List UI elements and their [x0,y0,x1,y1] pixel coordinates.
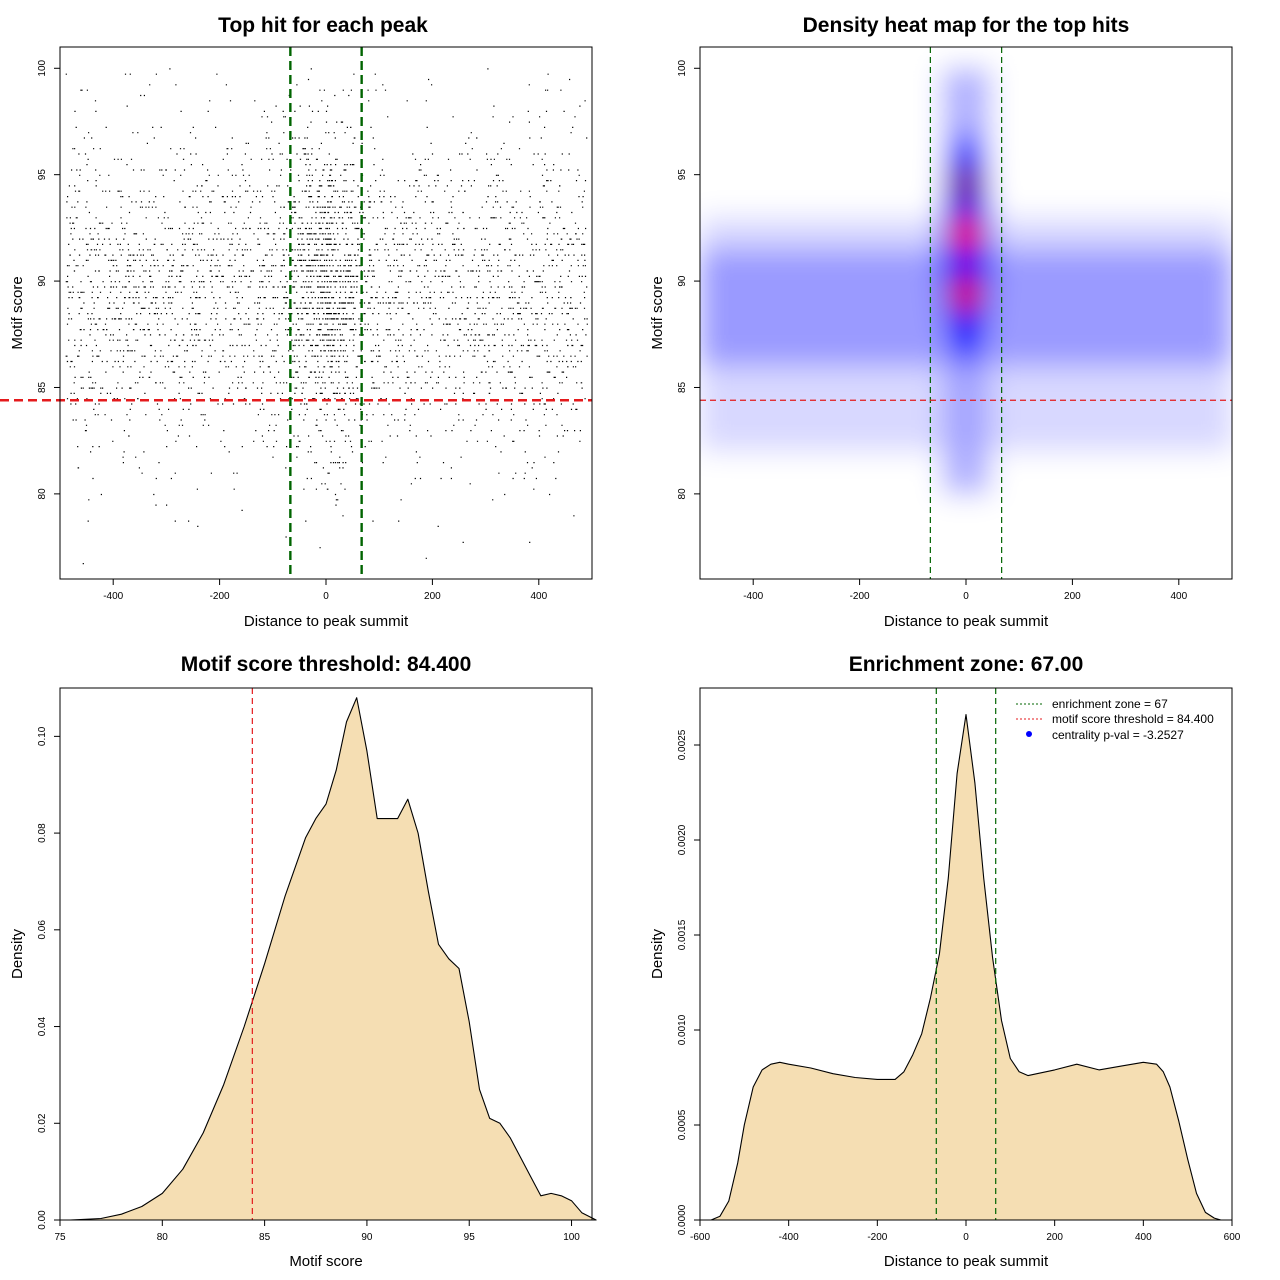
x-tick-label: 200 [424,591,441,602]
panel-score-density: Motif score threshold: 84.400 75 80 85 90 95… [9,653,597,1270]
x-tick-label: -200 [867,1232,887,1243]
x-tick-label: 80 [157,1232,169,1243]
heatmap-hotspot [950,275,982,313]
y-axis: 0.00 0.02 0.04 0.06 0.08 0.10 [37,726,61,1230]
chart-title: Top hit for each peak [218,14,428,37]
x-axis: -600 -400 -200 0 200 400 600 [690,1219,1241,1243]
panel-scatter: Top hit for each peak -400 -200 0 200 400 80… [0,14,593,630]
heatmap-density [700,47,1232,579]
x-tick-label: -400 [779,1232,799,1243]
y-tick-label: 90 [677,275,688,287]
y-tick-label: 85 [37,381,48,393]
x-tick-label: -400 [743,591,763,602]
panel-distance-density: Enrichment zone: 67.00 -600 -400 -200 0 200 4… [649,653,1241,1270]
x-axis-label: Distance to peak summit [244,613,409,630]
legend-label: enrichment zone = 67 [1052,697,1168,711]
y-axis: 80 85 90 95 100 [677,60,701,500]
x-tick-label: 75 [54,1232,66,1243]
y-tick-label: 90 [37,275,48,287]
x-tick-label: -200 [850,591,870,602]
x-axis: -400 -200 0 200 400 [743,578,1188,602]
y-tick-label: 85 [677,381,688,393]
y-tick-label: 0.0025 [677,729,688,760]
y-axis-label: Density [649,928,666,979]
y-axis: 0.0000 0.0005 0.0010 0.0015 0.0020 0.0025 [677,729,701,1235]
reference-lines [0,47,592,579]
y-tick-label: 0.08 [37,823,48,843]
x-axis-label: Distance to peak summit [884,1253,1049,1270]
y-tick-label: 0.0020 [677,824,688,855]
x-tick-label: 90 [361,1232,373,1243]
y-tick-label: 100 [37,60,48,77]
density-area [710,714,1222,1221]
density-area [69,697,597,1221]
x-axis-label: Distance to peak summit [884,613,1049,630]
density-curve [69,697,597,1221]
y-tick-label: 0.02 [37,1113,48,1133]
y-tick-label: 0.0010 [677,1014,688,1045]
x-axis: 75 80 85 90 95 100 [54,1219,580,1243]
chart-title: Enrichment zone: 67.00 [849,653,1084,676]
x-tick-label: 200 [1046,1232,1063,1243]
density-curve [710,714,1222,1221]
legend-label: motif score threshold = 84.400 [1052,712,1214,726]
x-tick-label: 600 [1224,1232,1241,1243]
x-axis: -400 -200 0 200 400 [103,578,548,602]
y-tick-label: 0.00 [37,1210,48,1230]
x-tick-label: 0 [963,591,969,602]
x-tick-label: 0 [963,1232,969,1243]
scatter-point-cloud [65,68,588,565]
x-tick-label: -400 [103,591,123,602]
y-tick-label: 95 [37,169,48,181]
y-tick-label: 0.10 [37,726,48,746]
chart-title: Motif score threshold: 84.400 [181,653,472,676]
y-tick-label: 100 [677,60,688,77]
y-axis-label: Motif score [649,276,666,349]
chart-title: Density heat map for the top hits [803,14,1130,37]
x-tick-label: 400 [1135,1232,1152,1243]
x-tick-label: -600 [690,1232,710,1243]
x-tick-label: 100 [563,1232,580,1243]
x-tick-label: -200 [210,591,230,602]
y-tick-label: 0.0005 [677,1109,688,1140]
reference-lines [700,47,1232,579]
y-axis-label: Motif score [9,276,26,349]
legend-label: centrality p-val = -3.2527 [1052,728,1184,742]
x-axis-label: Motif score [289,1253,362,1270]
y-tick-label: 0.06 [37,920,48,940]
y-tick-label: 80 [37,488,48,500]
x-tick-label: 400 [530,591,547,602]
x-tick-label: 0 [323,591,329,602]
y-axis-label: Density [9,928,26,979]
y-axis: 80 85 90 95 100 [37,60,61,500]
panel-heatmap: Density heat map for the top hits -400 -2… [649,14,1233,630]
heatmap-hotspot [950,215,982,253]
scatter-points [65,68,588,565]
y-tick-label: 0.0015 [677,919,688,950]
y-tick-label: 95 [677,169,688,181]
y-tick-label: 0.04 [37,1016,48,1036]
y-tick-label: 0.0000 [677,1204,688,1235]
heatmap-hotspot [950,166,982,204]
reference-lines [935,688,997,1220]
x-tick-label: 400 [1170,591,1187,602]
y-tick-label: 80 [677,488,688,500]
x-tick-label: 85 [259,1232,271,1243]
x-tick-label: 200 [1064,591,1081,602]
x-tick-label: 95 [464,1232,476,1243]
legend: enrichment zone = 67 motif score thresho… [1016,697,1214,742]
legend-swatch-pval [1026,731,1032,737]
